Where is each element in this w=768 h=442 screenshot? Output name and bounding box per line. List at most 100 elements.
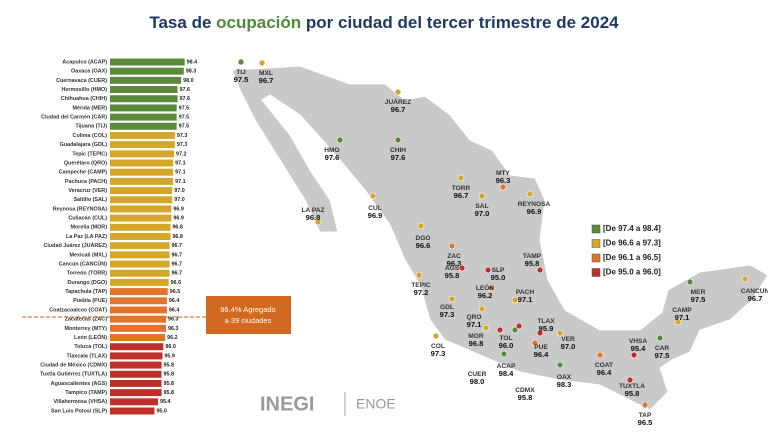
- map-point-code: AGS: [445, 265, 460, 272]
- map-point-code: PUE: [534, 344, 548, 351]
- legend-label: [De 95.0 a 96.0]: [603, 268, 661, 277]
- category-label: Puebla (PUE): [73, 298, 107, 304]
- title-part: Tasa de: [149, 13, 216, 32]
- map-point-value: 96.8: [306, 213, 321, 222]
- map-point: [741, 275, 749, 283]
- bar: [110, 223, 171, 231]
- category-label: Morelia (MOR): [70, 225, 107, 231]
- category-label: Reynosa (REYNOSA): [53, 206, 107, 212]
- map-point: [484, 266, 492, 274]
- bar: [110, 334, 166, 342]
- category-label: Querétaro (QRO): [64, 160, 107, 166]
- bar: [110, 343, 164, 351]
- map-point-value: 96.3: [496, 176, 511, 185]
- category-label: Acapulco (ACAP): [62, 59, 107, 65]
- bar: [110, 315, 166, 323]
- bar: [110, 352, 163, 360]
- bar: [110, 150, 174, 158]
- map-point-value: 98.4: [499, 369, 515, 378]
- map-point-code: TEPIC: [411, 282, 431, 289]
- value-label: 96.7: [172, 252, 183, 258]
- bar: [110, 288, 168, 296]
- bar: [110, 407, 155, 415]
- value-label: 97.5: [179, 115, 190, 121]
- category-label: Villahermosa (VHSA): [53, 399, 107, 405]
- bar: [110, 187, 173, 195]
- category-label: Tepic (TEPIC): [72, 151, 107, 157]
- map-point: [531, 339, 539, 347]
- map-point: [596, 351, 604, 359]
- category-label: Colima (COL): [73, 133, 108, 139]
- map-point: [369, 192, 377, 200]
- map-point: [686, 278, 694, 286]
- map-point: [448, 242, 456, 250]
- map-point: [394, 88, 402, 96]
- map-point-value: 96.0: [499, 341, 514, 350]
- map-point: [641, 401, 649, 409]
- value-label: 96.7: [172, 261, 183, 267]
- value-label: 97.3: [177, 133, 188, 139]
- category-label: Hermosillo (HMO): [61, 87, 107, 93]
- value-label: 97.1: [175, 160, 186, 166]
- map-point: [394, 136, 402, 144]
- value-label: 98.0: [183, 78, 194, 84]
- value-label: 97.0: [174, 197, 185, 203]
- map-point-value: 97.1: [467, 320, 483, 329]
- map-point-code: PACH: [516, 289, 534, 296]
- value-label: 97.3: [177, 142, 188, 148]
- map-point-code: MXL: [259, 70, 273, 77]
- map-point: [556, 329, 564, 337]
- legend-label: [De 97.4 a 98.4]: [603, 224, 661, 233]
- bar: [110, 306, 167, 314]
- category-label: Veracruz (VER): [68, 188, 107, 194]
- map-point-code: MTY: [496, 170, 511, 177]
- value-label: 97.2: [176, 151, 187, 157]
- value-label: 95.9: [164, 353, 175, 359]
- bar: [110, 389, 162, 397]
- value-label: 97.5: [179, 105, 190, 111]
- map-point: [487, 284, 495, 292]
- value-label: 97.0: [174, 188, 185, 194]
- map-point-value: 96.4: [534, 350, 550, 359]
- value-label: 96.2: [167, 335, 178, 341]
- map-point-value: 96.4: [597, 368, 613, 377]
- map-point: [515, 322, 523, 330]
- map-point: [482, 324, 490, 332]
- map-point-value: 96.7: [748, 294, 763, 303]
- map-point-value: 95.8: [445, 271, 460, 280]
- bar: [110, 159, 174, 167]
- category-label: Tampico (TAMP): [65, 390, 107, 396]
- value-label: 97.1: [175, 170, 186, 176]
- logo: INEGI ENOE: [260, 392, 396, 416]
- map-point-value: 96.7: [259, 76, 274, 85]
- value-label: 95.8: [164, 372, 175, 378]
- bar: [110, 67, 184, 75]
- map-point-code: TUXTLA: [619, 383, 645, 390]
- value-label: 96.8: [172, 225, 183, 231]
- category-label: Ciudad Juárez (JUÁREZ): [44, 242, 108, 249]
- map-point-code: CANCUN: [741, 288, 768, 295]
- bar: [110, 122, 177, 130]
- category-label: Campeche (CAMP): [59, 170, 107, 176]
- category-label: Tapachula (TAP): [65, 289, 107, 295]
- map-point-code: GDL: [440, 304, 454, 311]
- map-point-value: 97.5: [655, 351, 671, 360]
- map-point-code: CAMP: [672, 307, 692, 314]
- value-label: 96.0: [165, 344, 176, 350]
- map-point-code: MOR: [468, 333, 484, 340]
- value-label: 95.8: [164, 381, 175, 387]
- map-point-value: 98.0: [470, 377, 485, 386]
- category-label: Toluca (TOL): [74, 344, 107, 350]
- map-point-value: 95.8: [625, 389, 640, 398]
- bar: [110, 297, 167, 305]
- legend-swatch: [591, 268, 601, 277]
- category-label: Culiacán (CUL): [68, 216, 107, 222]
- map-point-code: MER: [691, 289, 706, 296]
- value-label: 96.7: [172, 243, 183, 249]
- bar: [110, 242, 170, 250]
- map-point-code: REYNOSA: [518, 201, 551, 208]
- map-point: [237, 58, 245, 66]
- map-point-code: LEÓN: [476, 283, 495, 292]
- value-label: 96.9: [173, 216, 184, 222]
- map-point: [511, 326, 519, 334]
